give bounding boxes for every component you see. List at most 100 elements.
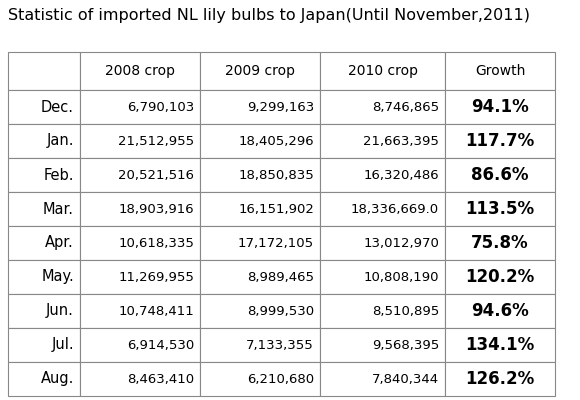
Bar [320,158,445,192]
Bar [8,90,80,124]
Bar [445,226,555,260]
Bar [200,294,320,328]
Bar [8,328,80,362]
Bar [8,192,80,226]
Bar [80,124,200,158]
Text: 9,299,163: 9,299,163 [246,100,314,114]
Bar [8,158,80,192]
Bar [8,226,80,260]
Bar [200,362,320,396]
Bar [80,158,200,192]
Text: 8,463,410: 8,463,410 [127,372,194,386]
Bar [445,124,555,158]
Text: 6,210,680: 6,210,680 [247,372,314,386]
Text: Jan.: Jan. [46,134,74,148]
Text: 18,903,916: 18,903,916 [118,202,194,216]
Bar [8,260,80,294]
Text: 2009 crop: 2009 crop [225,64,295,78]
Text: 2008 crop: 2008 crop [105,64,175,78]
Text: May.: May. [41,270,74,284]
Bar [445,294,555,328]
Text: 6,790,103: 6,790,103 [127,100,194,114]
Text: 120.2%: 120.2% [465,268,535,286]
Bar [320,52,445,90]
Text: 2010 crop: 2010 crop [347,64,418,78]
Bar [80,294,200,328]
Text: 10,618,335: 10,618,335 [118,236,194,250]
Bar [445,52,555,90]
Text: Jul.: Jul. [52,338,74,352]
Text: 8,510,895: 8,510,895 [372,304,439,318]
Text: 94.6%: 94.6% [471,302,529,320]
Bar [200,124,320,158]
Text: 6,914,530: 6,914,530 [127,338,194,352]
Text: 10,808,190: 10,808,190 [364,270,439,284]
Text: 13,012,970: 13,012,970 [363,236,439,250]
Bar [80,362,200,396]
Text: 16,320,486: 16,320,486 [364,168,439,182]
Bar [200,328,320,362]
Text: 134.1%: 134.1% [465,336,535,354]
Bar [200,260,320,294]
Text: 20,521,516: 20,521,516 [118,168,194,182]
Bar [80,226,200,260]
Bar [445,328,555,362]
Bar [200,226,320,260]
Bar [80,260,200,294]
Text: 16,151,902: 16,151,902 [238,202,314,216]
Text: 21,512,955: 21,512,955 [118,134,194,148]
Bar [320,260,445,294]
Bar [320,192,445,226]
Bar [8,52,80,90]
Bar [8,294,80,328]
Bar [445,90,555,124]
Text: Mar.: Mar. [43,202,74,216]
Text: Feb.: Feb. [44,168,74,182]
Bar [445,192,555,226]
Text: 86.6%: 86.6% [471,166,529,184]
Bar [320,226,445,260]
Bar [320,328,445,362]
Text: 18,336,669.0: 18,336,669.0 [351,202,439,216]
Text: 21,663,395: 21,663,395 [363,134,439,148]
Text: 17,172,105: 17,172,105 [238,236,314,250]
Bar [320,294,445,328]
Text: Statistic of imported NL lily bulbs to Japan(Until November,2011): Statistic of imported NL lily bulbs to J… [8,8,530,23]
Text: Jun.: Jun. [46,304,74,318]
Bar [80,52,200,90]
Text: 8,999,530: 8,999,530 [247,304,314,318]
Text: 7,133,355: 7,133,355 [246,338,314,352]
Bar [80,90,200,124]
Text: 7,840,344: 7,840,344 [372,372,439,386]
Bar [320,90,445,124]
Bar [445,260,555,294]
Text: Aug.: Aug. [41,372,74,386]
Text: 18,405,296: 18,405,296 [238,134,314,148]
Bar [445,362,555,396]
Text: 11,269,955: 11,269,955 [118,270,194,284]
Bar [200,158,320,192]
Text: 18,850,835: 18,850,835 [238,168,314,182]
Text: 126.2%: 126.2% [465,370,535,388]
Text: 8,989,465: 8,989,465 [247,270,314,284]
Bar [8,362,80,396]
Bar [200,192,320,226]
Text: 94.1%: 94.1% [471,98,529,116]
Text: 8,746,865: 8,746,865 [372,100,439,114]
Bar [200,90,320,124]
Text: 113.5%: 113.5% [465,200,535,218]
Bar [320,362,445,396]
Bar [320,124,445,158]
Bar [80,328,200,362]
Text: Growth: Growth [475,64,525,78]
Bar [445,158,555,192]
Bar [200,52,320,90]
Text: 75.8%: 75.8% [471,234,529,252]
Bar [80,192,200,226]
Text: Apr.: Apr. [45,236,74,250]
Text: 9,568,395: 9,568,395 [372,338,439,352]
Text: Dec.: Dec. [41,100,74,114]
Bar [8,124,80,158]
Text: 117.7%: 117.7% [465,132,535,150]
Text: 10,748,411: 10,748,411 [118,304,194,318]
